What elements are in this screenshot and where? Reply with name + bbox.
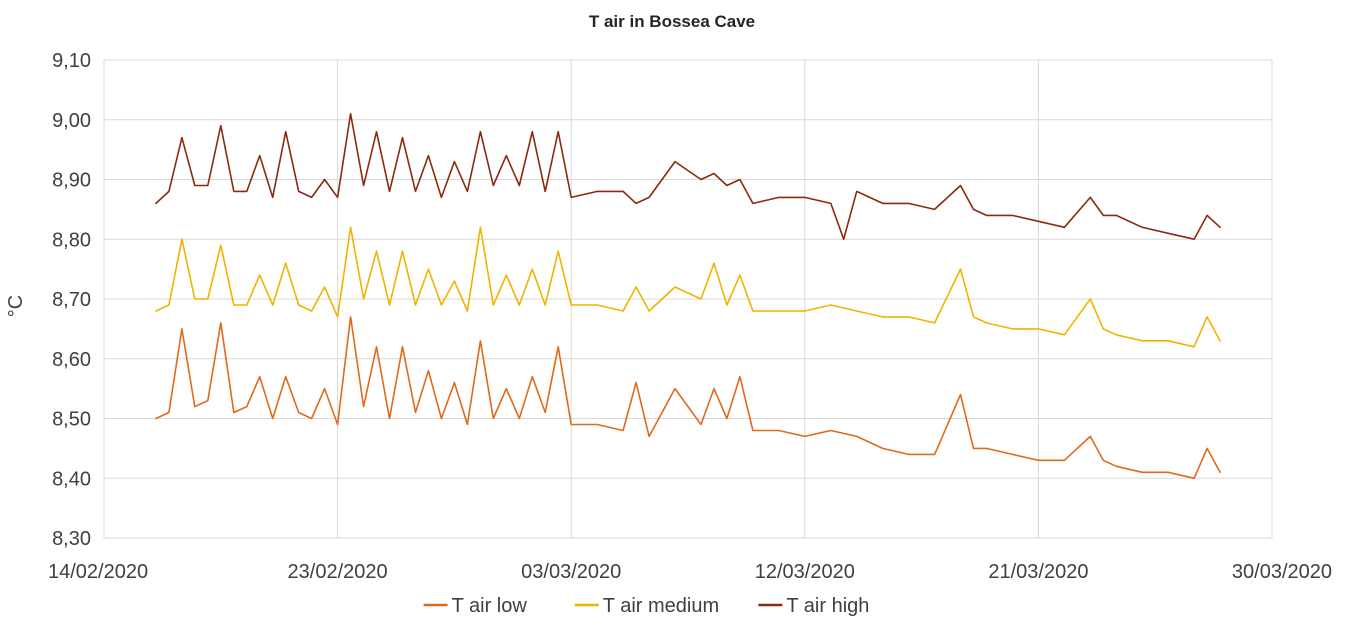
- series-line-t-air-medium: [155, 226, 1221, 348]
- legend-item: T air high: [758, 595, 869, 617]
- x-tick-label: 14/02/2020: [48, 561, 148, 583]
- chart-title: T air in Bossea Cave: [589, 12, 755, 31]
- series-lines: [155, 113, 1221, 480]
- legend-item: T air low: [423, 595, 528, 617]
- series-line-t-air-low: [155, 316, 1221, 480]
- y-tick-label: 9,10: [52, 50, 91, 72]
- x-tick-label: 23/02/2020: [288, 561, 388, 583]
- x-tick-label: 03/03/2020: [521, 561, 621, 583]
- y-tick-label: 8,60: [52, 349, 91, 371]
- legend-label: T air medium: [603, 595, 719, 617]
- y-tick-labels: 8,30 8,40 8,50 8,60 8,70 8,80 8,90 9,00 9,10: [52, 50, 91, 550]
- y-tick-label: 8,30: [52, 528, 91, 550]
- gridlines: [103, 59, 1273, 539]
- legend-label: T air high: [786, 595, 869, 617]
- y-tick-label: 8,80: [52, 229, 91, 251]
- y-tick-label: 9,00: [52, 110, 91, 132]
- y-tick-label: 8,70: [52, 289, 91, 311]
- x-tick-label: 12/03/2020: [755, 561, 855, 583]
- x-tick-labels: 14/02/2020 23/02/2020 03/03/2020 12/03/2020…: [48, 561, 1332, 583]
- y-tick-label: 8,40: [52, 468, 91, 490]
- y-tick-label: 8,50: [52, 409, 91, 431]
- x-tick-label: 21/03/2020: [988, 561, 1088, 583]
- legend: T air low T air medium T air high: [423, 595, 869, 617]
- series-line-t-air-high: [155, 113, 1221, 240]
- legend-label: T air low: [452, 595, 528, 617]
- y-axis-label: °C: [5, 295, 27, 317]
- legend-item: T air medium: [574, 595, 719, 617]
- x-tick-label: 30/03/2020: [1232, 561, 1332, 583]
- y-tick-label: 8,90: [52, 170, 91, 192]
